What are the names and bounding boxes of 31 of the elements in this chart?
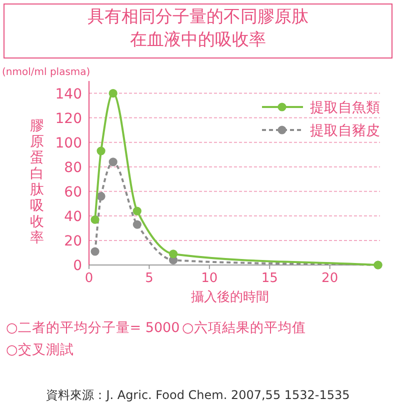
point (108, 88, 118, 98)
x-tick-label: 5 (145, 271, 154, 286)
y-tick-label: 40 (64, 208, 82, 225)
legend-label: 提取自豬皮 (310, 123, 380, 139)
y-tick-label: 80 (64, 160, 82, 176)
x-axis-title: 攝入後的時間 (191, 290, 269, 305)
point (90, 247, 100, 256)
point (132, 220, 142, 229)
text: ○二者的平均分子量= 5000 (6, 320, 180, 336)
x-tick-label: 10 (201, 271, 218, 286)
point (132, 206, 142, 216)
text: (nmol/ml plasma) (2, 67, 90, 78)
point (96, 146, 106, 156)
y-axis-title: 膠原蛋白肽吸收率 (30, 118, 45, 246)
title: 具有相同分子量的不同膠原肽在血液中的吸收率 (86, 6, 310, 52)
x-tick-label: 0 (84, 271, 94, 286)
point (90, 215, 100, 224)
y-tick-label: 140 (55, 86, 82, 102)
point (108, 158, 118, 166)
text: ○交叉測試 (6, 342, 74, 358)
y-tick-label: 0 (73, 258, 82, 274)
point (168, 250, 178, 258)
y-tick-label: 20 (64, 233, 82, 250)
y-tick-label: 100 (55, 135, 82, 152)
x-tick-label: 20 (322, 271, 338, 286)
x-tick-label: 15 (261, 271, 278, 286)
legend-label: 提取自魚類 (310, 100, 380, 116)
source-note: 資料來源：J. Agric. Food Chem. 2007,55 1532-1535 (46, 388, 350, 402)
text: ○六項結果的平均值 (182, 320, 306, 336)
y-tick-label: 120 (55, 110, 82, 127)
y-tick-label: 60 (64, 184, 82, 200)
